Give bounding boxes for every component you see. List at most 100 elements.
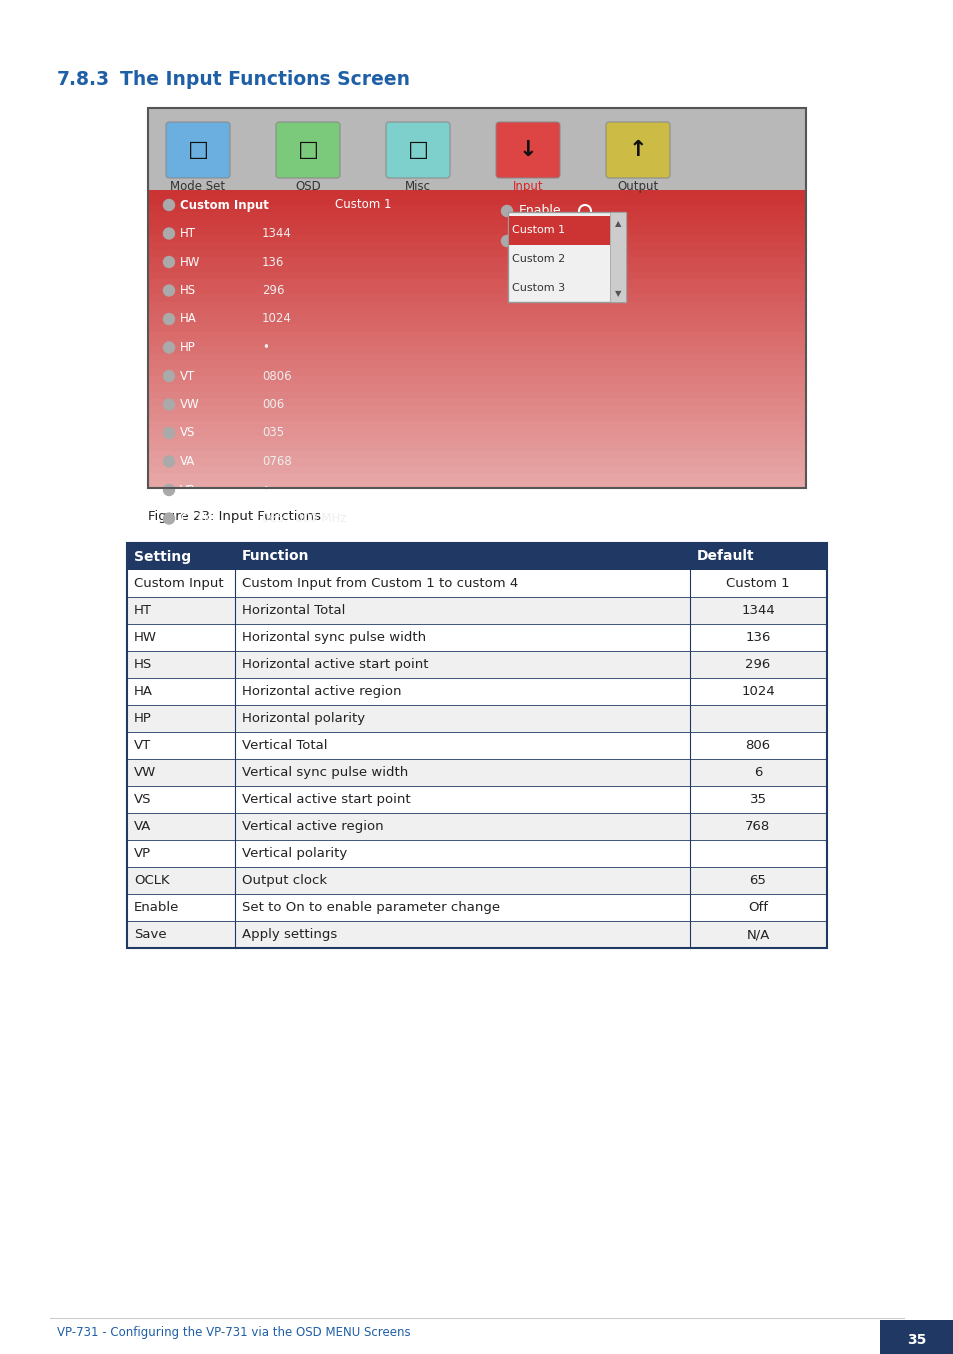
Text: ↓: ↓ (518, 139, 537, 160)
Circle shape (163, 284, 174, 297)
Text: VA: VA (133, 821, 152, 833)
Bar (148, 466, 805, 473)
Bar (148, 287, 805, 294)
Text: Save: Save (518, 234, 549, 248)
Bar (148, 190, 805, 198)
Circle shape (163, 371, 174, 382)
Circle shape (163, 227, 174, 240)
Text: HT: HT (180, 227, 195, 240)
Text: □: □ (188, 139, 209, 160)
Text: Enable: Enable (133, 900, 179, 914)
Bar (148, 257, 805, 264)
Bar (148, 249, 805, 257)
Bar (148, 458, 805, 466)
Text: Horizontal sync pulse width: Horizontal sync pulse width (242, 631, 426, 645)
Text: Function: Function (242, 550, 309, 563)
Bar (879, 1320, 953, 1354)
Text: 1024: 1024 (262, 313, 292, 325)
FancyBboxPatch shape (166, 122, 230, 177)
Circle shape (163, 428, 174, 439)
FancyBboxPatch shape (496, 122, 559, 177)
Text: 006: 006 (262, 398, 284, 412)
Bar (148, 198, 805, 204)
Text: 35: 35 (906, 1332, 925, 1347)
Bar (127, 812, 826, 839)
Text: Input: Input (512, 180, 543, 194)
Text: HP: HP (180, 341, 195, 353)
Text: OCLK: OCLK (180, 512, 212, 525)
FancyBboxPatch shape (386, 122, 450, 177)
Bar (148, 317, 805, 324)
Circle shape (501, 206, 512, 217)
Bar (148, 219, 805, 227)
Bar (148, 347, 805, 353)
Text: 6: 6 (753, 766, 761, 779)
Bar (148, 242, 805, 249)
Bar (148, 383, 805, 391)
Circle shape (501, 236, 512, 246)
Text: N/A: N/A (745, 927, 769, 941)
Text: Custom 1: Custom 1 (512, 225, 564, 236)
Text: ↑: ↑ (628, 139, 647, 160)
Text: Figure 23: Input Functions: Figure 23: Input Functions (148, 510, 320, 523)
Text: HW: HW (180, 256, 200, 268)
Bar (148, 481, 805, 487)
Bar (127, 678, 826, 705)
Text: 065.  000 MHz: 065. 000 MHz (262, 512, 346, 525)
Text: Custom 1: Custom 1 (725, 577, 789, 590)
Text: •: • (262, 483, 269, 497)
Bar (148, 302, 805, 309)
Bar (148, 473, 805, 481)
Bar (127, 543, 826, 948)
Text: ▼: ▼ (614, 290, 620, 298)
Bar (148, 264, 805, 272)
Bar (127, 624, 826, 651)
Text: Vertical sync pulse width: Vertical sync pulse width (242, 766, 408, 779)
Text: ▲: ▲ (614, 219, 620, 229)
Bar (148, 398, 805, 406)
Text: Custom Input from Custom 1 to custom 4: Custom Input from Custom 1 to custom 4 (242, 577, 517, 590)
Bar (148, 413, 805, 421)
Text: Save: Save (133, 927, 167, 941)
Text: Custom 2: Custom 2 (512, 255, 565, 264)
Text: 136: 136 (262, 256, 284, 268)
Text: 35: 35 (749, 793, 765, 806)
Bar (127, 787, 826, 812)
Text: •: • (262, 341, 269, 353)
Bar (127, 733, 826, 760)
Text: OSD: OSD (294, 180, 320, 194)
Bar (148, 406, 805, 413)
Text: The Input Functions Screen: The Input Functions Screen (120, 70, 410, 89)
Text: VP-731 - Configuring the VP-731 via the OSD MENU Screens: VP-731 - Configuring the VP-731 via the … (57, 1326, 410, 1339)
Text: 035: 035 (262, 427, 284, 440)
Text: Setting: Setting (133, 550, 191, 563)
Text: VW: VW (133, 766, 156, 779)
Text: HA: HA (180, 313, 196, 325)
Text: Custom Input: Custom Input (133, 577, 223, 590)
Text: □: □ (407, 139, 428, 160)
Circle shape (163, 256, 174, 268)
Bar (148, 338, 805, 487)
Text: VW: VW (180, 398, 199, 412)
Text: Vertical polarity: Vertical polarity (242, 848, 347, 860)
Text: VT: VT (133, 739, 152, 751)
Text: Vertical active region: Vertical active region (242, 821, 383, 833)
Bar (127, 570, 826, 597)
Circle shape (163, 399, 174, 410)
Bar (148, 368, 805, 376)
Text: 1344: 1344 (740, 604, 774, 617)
Bar (148, 338, 805, 487)
Bar (507, 213, 625, 302)
Text: VA: VA (180, 455, 195, 468)
Bar (148, 309, 805, 317)
Bar (609, 213, 625, 302)
Circle shape (163, 199, 174, 210)
Bar (148, 376, 805, 383)
Bar (148, 353, 805, 362)
Bar (148, 213, 805, 219)
Circle shape (163, 513, 174, 524)
Bar (127, 705, 826, 733)
Text: HP: HP (133, 712, 152, 724)
Text: 136: 136 (744, 631, 770, 645)
Circle shape (163, 314, 174, 325)
